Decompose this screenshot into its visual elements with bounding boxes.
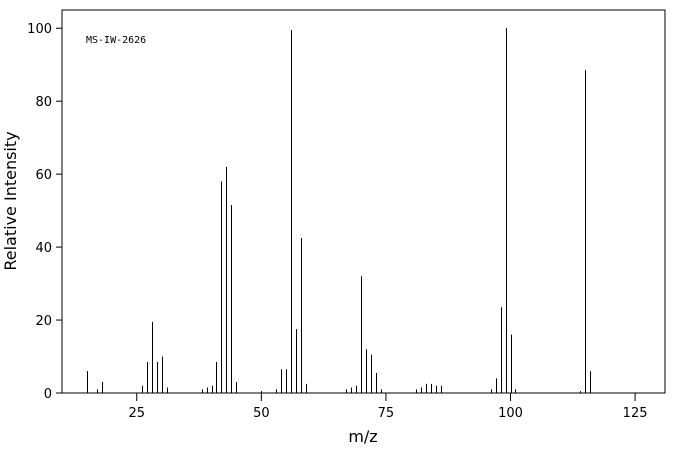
x-tick-label: 100 xyxy=(498,406,523,421)
plot-frame xyxy=(61,9,666,394)
y-axis-title: Relative Intensity xyxy=(1,131,20,270)
y-tick-label: 0 xyxy=(44,387,52,402)
y-tick-label: 20 xyxy=(35,314,52,329)
y-tick-label: 60 xyxy=(35,168,52,183)
y-tick-label: 100 xyxy=(27,22,52,37)
annotation: MS-IW-2626 xyxy=(86,35,146,46)
x-tick-label: 125 xyxy=(623,406,648,421)
x-tick-label: 75 xyxy=(378,406,395,421)
x-axis-title: m/z xyxy=(348,427,377,446)
y-tick-label: 80 xyxy=(35,95,52,110)
x-tick-label: 25 xyxy=(128,406,145,421)
x-tick-label: 50 xyxy=(253,406,270,421)
y-tick-label: 40 xyxy=(35,241,52,256)
